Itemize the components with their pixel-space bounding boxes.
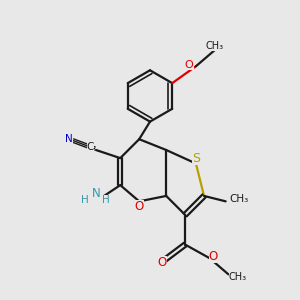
Text: H: H [101,195,109,205]
Text: O: O [209,250,218,263]
Text: N: N [92,187,100,200]
Text: O: O [135,200,144,213]
Text: O: O [158,256,167,268]
Text: CH₃: CH₃ [229,272,247,282]
Text: C: C [87,142,94,152]
Text: N: N [65,134,73,144]
Text: CH₃: CH₃ [206,41,224,51]
Text: CH₃: CH₃ [230,194,249,204]
Text: H: H [81,195,89,205]
Text: S: S [192,152,200,165]
Text: O: O [185,60,194,70]
